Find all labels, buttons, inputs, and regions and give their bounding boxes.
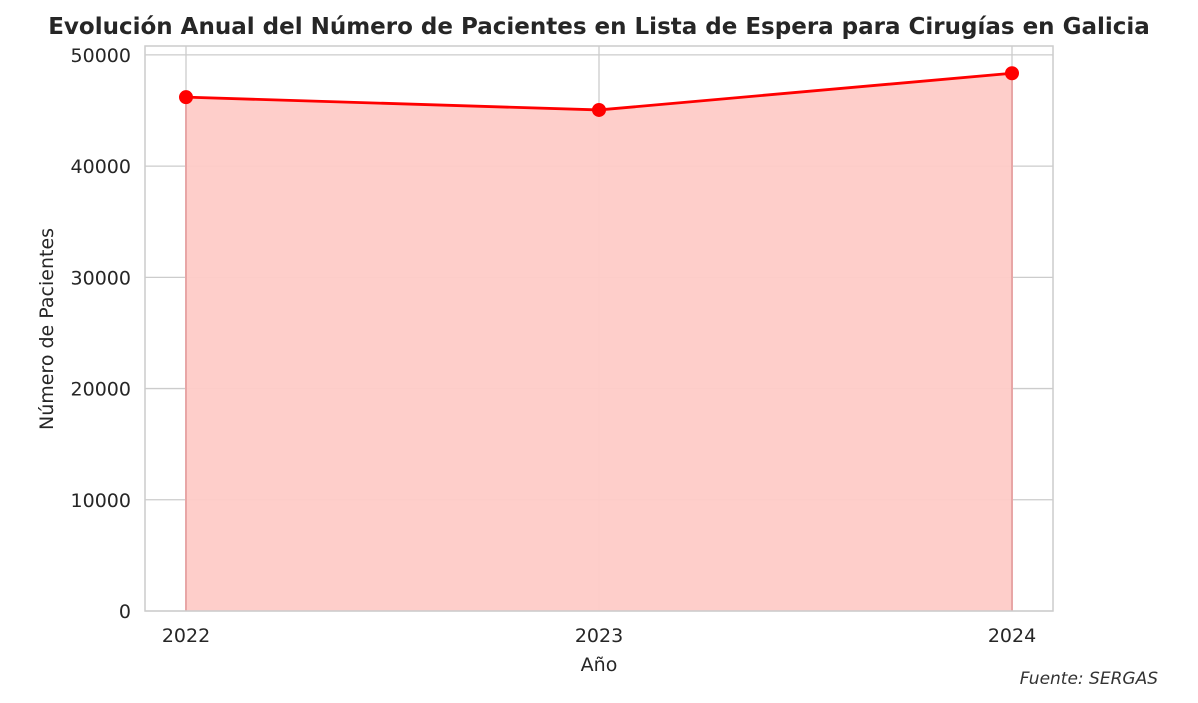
y-tick-label: 0	[119, 601, 131, 623]
y-tick-labels: 0 10000 20000 30000 40000 50000	[71, 45, 131, 623]
series-area-fill	[186, 73, 1012, 611]
y-tick-label: 20000	[71, 379, 131, 401]
series-marker-layer	[179, 66, 1019, 117]
x-tick-label: 2023	[575, 625, 623, 647]
y-tick-label: 30000	[71, 267, 131, 289]
chart-title: Evolución Anual del Número de Pacientes …	[48, 14, 1150, 40]
data-point	[1005, 66, 1019, 81]
y-tick-label: 50000	[71, 45, 131, 67]
area-fill-layer	[185, 73, 1013, 611]
x-axis-label: Año	[581, 654, 618, 676]
data-point	[592, 102, 606, 117]
y-tick-label: 40000	[71, 156, 131, 178]
x-tick-label: 2024	[988, 625, 1036, 647]
y-axis-label: Número de Pacientes	[36, 228, 58, 430]
y-tick-label: 10000	[71, 490, 131, 512]
plot-area	[144, 45, 1054, 612]
x-tick-label: 2022	[162, 625, 210, 647]
source-note: Fuente: SERGAS	[1020, 669, 1159, 689]
x-tick-labels: 2022 2023 2024	[162, 625, 1036, 647]
plot-frame	[144, 45, 1054, 612]
data-point	[179, 90, 193, 105]
